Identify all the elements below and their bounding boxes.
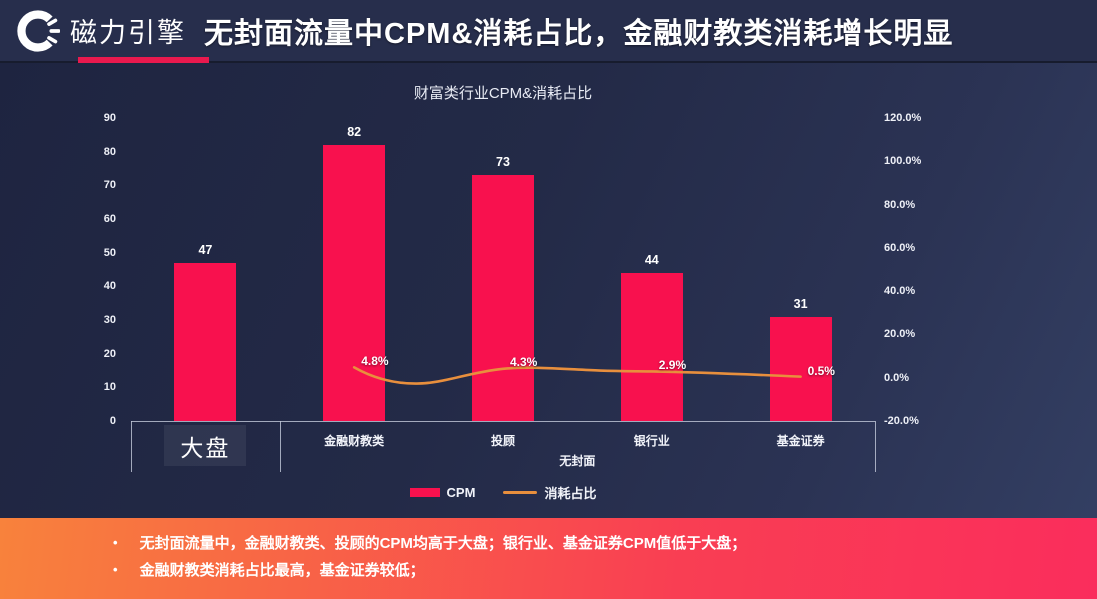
y-axis-left-tick: 40 (103, 280, 116, 293)
y-axis-left-tick: 0 (109, 415, 116, 427)
line-point-label: 0.5% (807, 363, 835, 378)
insight-bullet-list: 无封面流量中，金融财教类、投顾的CPM均高于大盘；银行业、基金证券CPM值低于大… (113, 535, 747, 589)
line-point-label: 2.9% (658, 358, 687, 373)
title-underline (78, 57, 209, 63)
line-point-label: 4.3% (510, 355, 538, 370)
page-title: 无封面流量中CPM&消耗占比，金融财教类消耗增长明显 (204, 17, 954, 50)
category-table-border (279, 421, 281, 472)
chart-legend: CPM 消耗占比 (131, 483, 875, 502)
y-axis-right-tick: 80.0% (884, 198, 916, 211)
y-axis-right-tick: 60.0% (884, 241, 916, 254)
cpm-bar (323, 144, 386, 421)
y-axis-right-tick: 40.0% (884, 285, 916, 298)
consumption-line-swatch-icon (503, 491, 538, 494)
chart-title: 财富类行业CPM&消耗占比 (413, 85, 593, 102)
y-axis-left-tick: 50 (103, 246, 116, 259)
category-group-label: 无封面 (559, 454, 596, 468)
legend-item-consumption-share: 消耗占比 (503, 483, 596, 502)
cpm-bar (174, 262, 237, 421)
category-label: 银行业 (633, 434, 670, 448)
y-axis-right-tick: 20.0% (884, 328, 916, 341)
logo-c-icon (17, 9, 60, 52)
y-axis-right-tick: 120.0% (884, 112, 922, 124)
bar-value-label: 44 (644, 252, 659, 267)
category-label: 投顾 (490, 434, 515, 448)
y-axis-left-tick: 10 (103, 381, 116, 394)
insight-bullet: 无封面流量中，金融财教类、投顾的CPM均高于大盘；银行业、基金证券CPM值低于大… (113, 535, 747, 553)
category-label: 金融财教类 (324, 434, 385, 448)
header-bar: 磁力引擎 无封面流量中CPM&消耗占比，金融财教类消耗增长明显 (0, 0, 1097, 63)
x-axis-line (131, 421, 875, 422)
y-axis-right-tick: 100.0% (884, 155, 922, 168)
insight-bullet: 金融财教类消耗占比最高，基金证券较低； (113, 562, 746, 580)
line-point-label: 4.8% (361, 354, 389, 369)
cpm-bar (472, 175, 534, 421)
logo-text: 磁力引擎 (70, 18, 186, 48)
insights-banner: 无封面流量中，金融财教类、投顾的CPM均高于大盘；银行业、基金证券CPM值低于大… (0, 518, 1097, 599)
category-label: 基金证券 (776, 434, 825, 448)
cpm-bar (620, 272, 683, 421)
y-axis-left-tick: 70 (103, 179, 116, 192)
y-axis-right-tick: 0.0% (884, 371, 910, 384)
bar-value-label: 73 (496, 155, 510, 170)
bar-value-label: 82 (347, 124, 362, 139)
y-axis-left-tick: 60 (103, 213, 116, 225)
bar-value-label: 31 (793, 296, 808, 311)
legend-item-cpm: CPM (409, 485, 476, 500)
y-axis-right-tick: -20.0% (884, 415, 919, 427)
legend-label-cpm: CPM (446, 485, 476, 500)
magnetic-engine-logo: 磁力引擎 (16, 9, 186, 53)
cpm-bar-swatch-icon (409, 488, 440, 497)
category-cell-dapan: 大盘 (164, 425, 247, 466)
legend-label-consumption-share: 消耗占比 (544, 486, 597, 501)
y-axis-left-tick: 20 (103, 347, 116, 360)
category-table-border (131, 421, 132, 472)
category-table-border (875, 421, 876, 472)
y-axis-left-tick: 90 (103, 112, 116, 124)
bar-value-label: 47 (198, 242, 213, 257)
y-axis-left-tick: 80 (103, 145, 116, 158)
y-axis-left-tick: 30 (103, 314, 116, 326)
